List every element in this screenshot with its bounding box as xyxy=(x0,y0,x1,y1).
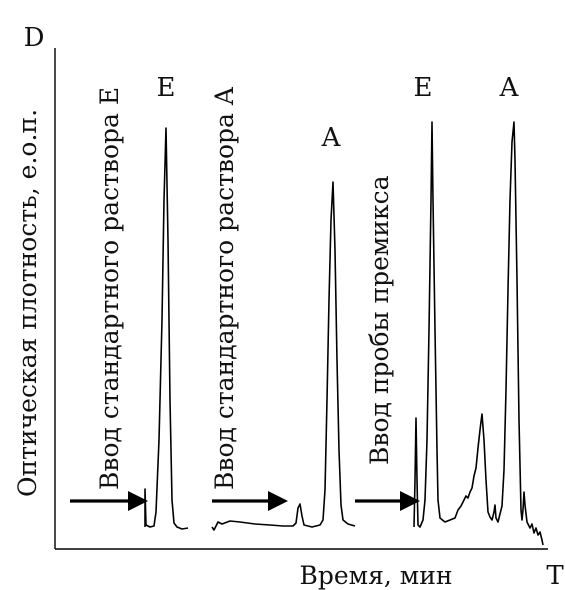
peak-label-premix-e: E xyxy=(414,73,433,103)
y-axis-label: Оптическая плотность, е.о.п. xyxy=(13,109,42,497)
peak-label-std-e: E xyxy=(157,73,176,103)
trace-std-e xyxy=(144,127,189,530)
x-corner-label: T xyxy=(546,561,564,590)
trace-premix xyxy=(413,121,544,546)
annotation-inject-std-a: Ввод стандартного раствора A xyxy=(210,86,239,490)
peak-label-premix-a: A xyxy=(499,73,520,103)
injection-arrow-premix xyxy=(355,491,420,511)
injection-arrow-std-e xyxy=(70,491,148,511)
annotation-inject-premix: Ввод пробы премикса xyxy=(365,175,394,465)
x-axis-label: Время, мин xyxy=(299,561,452,590)
peak-label-std-a: A xyxy=(321,123,342,153)
trace-std-a xyxy=(211,181,356,531)
injection-arrow-std-a xyxy=(212,491,288,511)
annotation-inject-std-e: Ввод стандартного раствора E xyxy=(95,87,124,490)
y-corner-label: D xyxy=(24,23,45,53)
